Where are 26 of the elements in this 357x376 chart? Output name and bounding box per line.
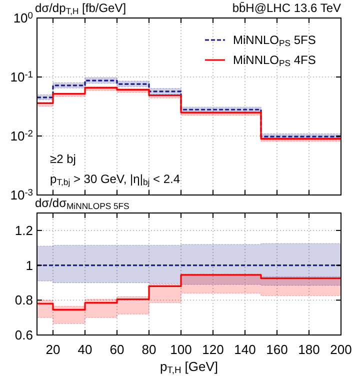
y-tick-label: 10$^{0}$ <box>13 10 33 26</box>
y-axis-title: dσ/dσ$_{MiNNLOPS 5FS}$ <box>35 196 130 212</box>
x-tick-label: 100 <box>170 342 192 357</box>
x-tick-label: 160 <box>266 342 288 357</box>
y-tick-label: 10$^{-2}$ <box>10 128 33 144</box>
y-tick-label: 0.6 <box>14 328 33 343</box>
x-tick-label: 120 <box>202 342 224 357</box>
legend-label: MiNNLO$_{PS}$ 4FS <box>233 53 316 68</box>
x-tick-label: 60 <box>110 342 124 357</box>
x-tick-label: 200 <box>330 342 352 357</box>
x-tick-label: 40 <box>78 342 92 357</box>
x-tick-label: 140 <box>234 342 256 357</box>
y-axis-title: dσ/dp$_{T,H}$ [fb/GeV] <box>35 1 126 16</box>
annotation: ≥2 bj <box>50 152 76 166</box>
annotation: p$_{T,bj}$ > 30 GeV, |η|$_{bj}$ < 2.4 <box>50 172 180 188</box>
x-tick-label: 80 <box>142 342 156 357</box>
chart-title: bb̄H@LHC 13.6 TeV <box>232 1 341 15</box>
x-tick-label: 20 <box>46 342 60 357</box>
legend-label: MiNNLO$_{PS}$ 5FS <box>233 33 316 48</box>
x-tick-label: 180 <box>298 342 320 357</box>
y-tick-label: 10$^{-1}$ <box>10 70 33 85</box>
y-tick-label: 0.8 <box>14 292 33 308</box>
x-axis-title: p$_{T,H}$ [GeV] <box>160 359 218 376</box>
y-tick-label: 1.2 <box>14 222 33 238</box>
y-tick-label: 1 <box>26 258 33 273</box>
y-tick-label: 10$^{-3}$ <box>10 188 33 203</box>
